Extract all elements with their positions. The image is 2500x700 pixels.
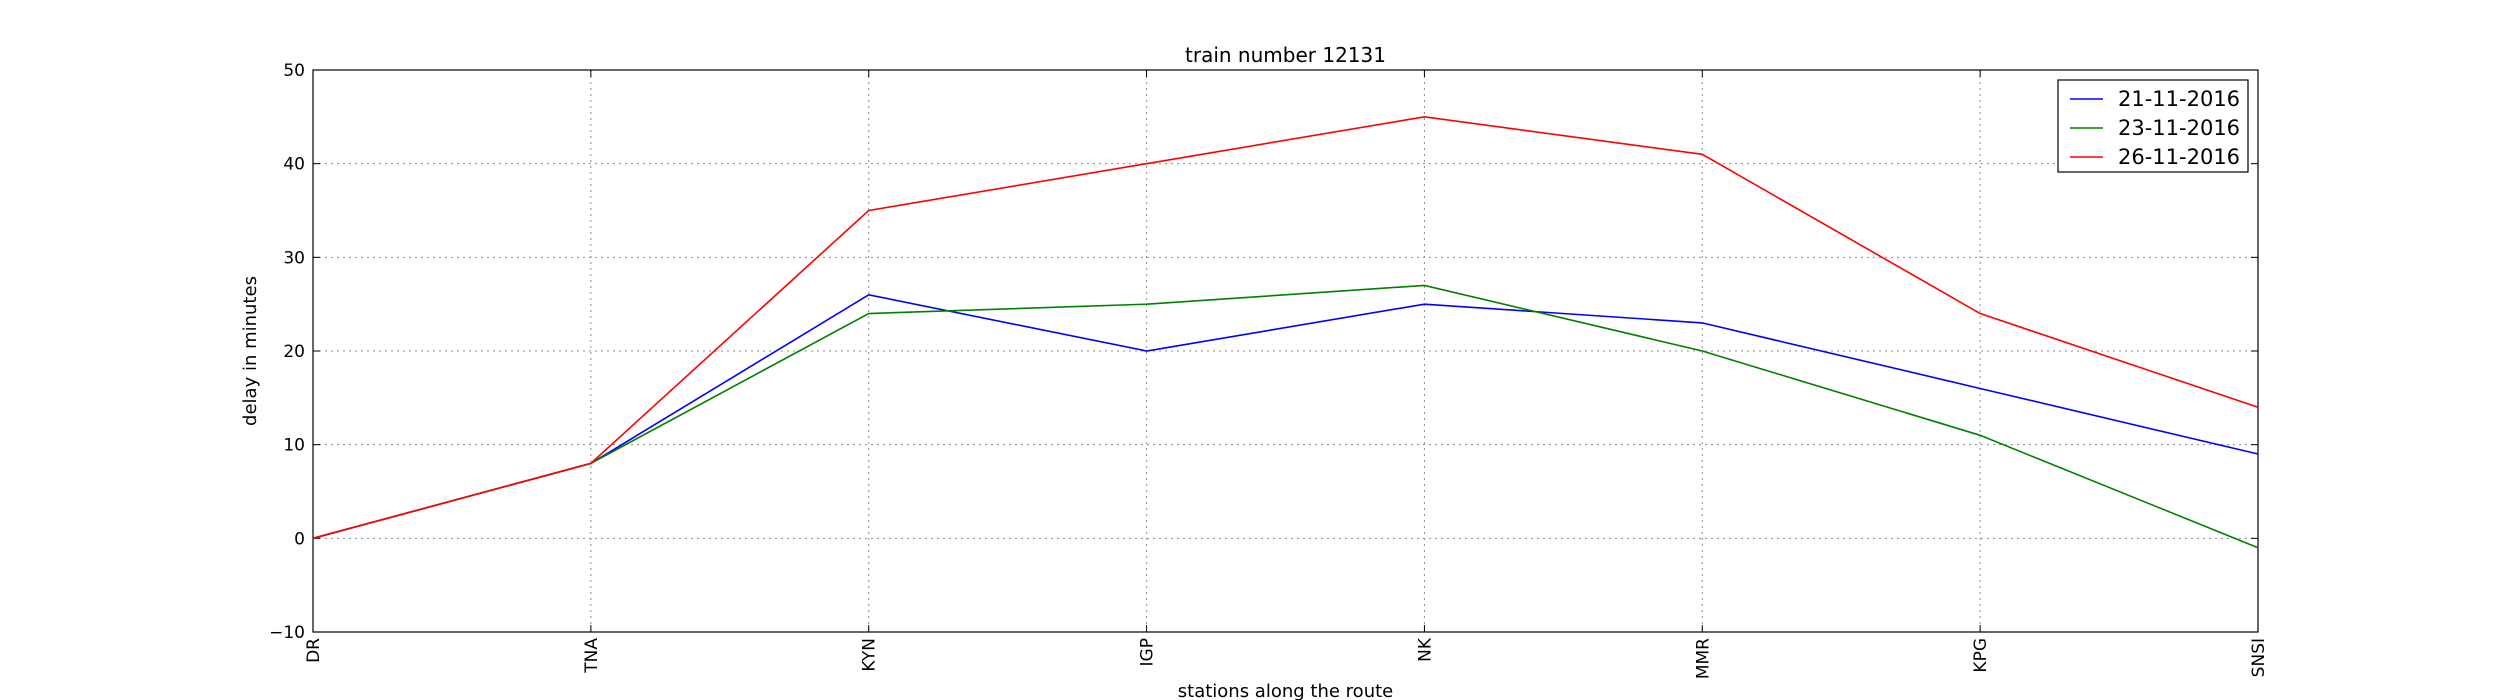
x-axis-label: stations along the route (1178, 681, 1393, 700)
series-line-21-11-2016 (312, 293, 2259, 540)
series-line-23-11-2016 (312, 284, 2259, 549)
y-tick-label: 50 (283, 61, 305, 81)
y-axis-label: delay in minutes (240, 276, 261, 426)
y-tick-label: 0 (294, 529, 305, 549)
y-tick-label: 20 (283, 342, 305, 362)
legend-entry: 21-11-2016 (2118, 87, 2240, 111)
series-layer (312, 116, 2259, 549)
series-line-26-11-2016 (312, 116, 2259, 540)
y-tick-label: 30 (283, 248, 305, 268)
y-tick-label: 10 (283, 436, 305, 456)
grid-layer (312, 69, 2259, 633)
x-tick-label: MMR (1693, 638, 1713, 679)
x-tick-label: KYN (860, 638, 880, 672)
y-tick-label: 40 (283, 155, 305, 175)
legend-entry: 23-11-2016 (2118, 116, 2240, 140)
x-tick-label: DR (304, 638, 324, 663)
x-tick-label: NK (1415, 637, 1435, 662)
y-tick-label: −10 (269, 623, 305, 643)
x-tick-label: SNSI (2249, 638, 2269, 677)
ticks-layer: DR TNA KYN IGP NK MMR KPG SNSI −10 0 10 20 30 40 50 (269, 61, 2269, 679)
x-tick-label: KPG (1971, 638, 1991, 673)
legend-entry: 26-11-2016 (2118, 145, 2240, 169)
x-tick-label: IGP (1138, 638, 1158, 666)
x-tick-label: TNA (582, 638, 602, 674)
legend: 21-11-2016 23-11-2016 26-11-2016 (2057, 79, 2249, 173)
chart-title: train number 12131 (1185, 43, 1386, 67)
